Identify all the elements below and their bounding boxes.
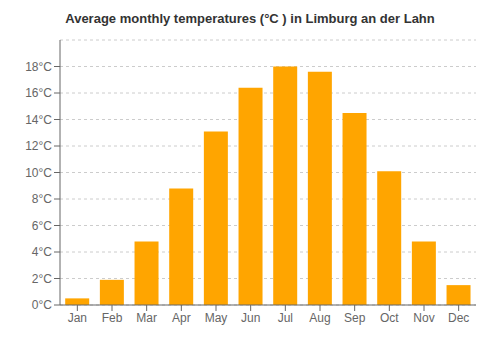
svg-text:Nov: Nov (413, 311, 434, 325)
svg-text:18°C: 18°C (25, 60, 52, 74)
svg-text:Aug: Aug (309, 311, 330, 325)
svg-text:Jul: Jul (278, 311, 293, 325)
svg-text:Mar: Mar (136, 311, 157, 325)
svg-text:6°C: 6°C (32, 219, 52, 233)
svg-text:2°C: 2°C (32, 272, 52, 286)
svg-text:Dec: Dec (448, 311, 469, 325)
svg-text:Apr: Apr (172, 311, 191, 325)
svg-text:May: May (205, 311, 228, 325)
svg-text:Feb: Feb (102, 311, 123, 325)
svg-text:8°C: 8°C (32, 192, 52, 206)
svg-text:Sep: Sep (344, 311, 366, 325)
svg-text:0°C: 0°C (32, 298, 52, 312)
svg-text:12°C: 12°C (25, 139, 52, 153)
svg-text:14°C: 14°C (25, 113, 52, 127)
svg-text:Jun: Jun (241, 311, 260, 325)
html-text:Average monthly temperatures (: Average monthly temperatures (°C ) in Li… (65, 11, 435, 26)
svg-text:16°C: 16°C (25, 86, 52, 100)
svg-text:4°C: 4°C (32, 245, 52, 259)
svg-text:Oct: Oct (380, 311, 399, 325)
svg-text:10°C: 10°C (25, 166, 52, 180)
svg-text:Jan: Jan (68, 311, 87, 325)
